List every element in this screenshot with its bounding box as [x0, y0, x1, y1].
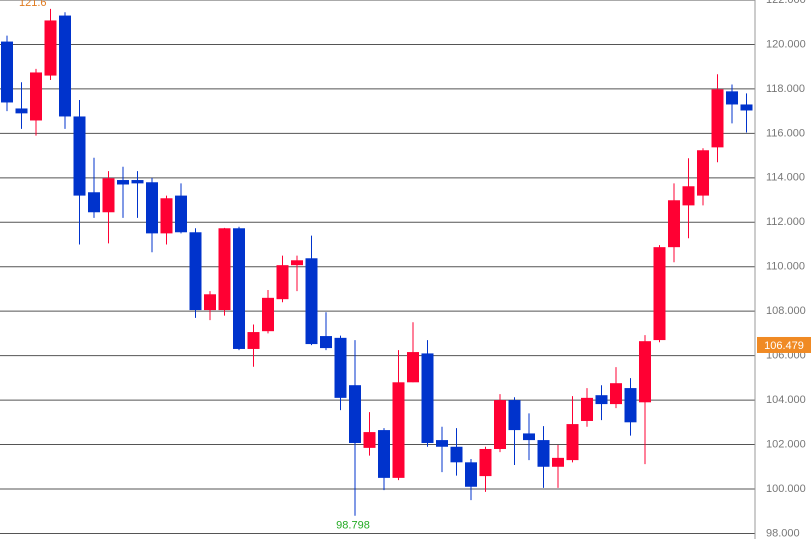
candle-body: [668, 200, 680, 248]
candle-body: [189, 232, 202, 311]
candle-body: [102, 178, 115, 213]
y-tick-label: 104.000: [766, 394, 806, 406]
candle-body: [407, 352, 419, 383]
candle-body: [653, 247, 666, 341]
candle-body: [131, 180, 144, 184]
candle-body: [421, 353, 434, 443]
candle-body: [349, 385, 361, 443]
y-tick-label: 98.000: [766, 527, 800, 539]
candle-body: [160, 198, 173, 234]
candle-body: [624, 388, 637, 423]
candle-body: [334, 337, 347, 398]
candle-body: [610, 383, 622, 405]
candle-body: [175, 195, 187, 233]
y-tick-label: 110.000: [766, 261, 805, 273]
candle-body: [639, 341, 651, 403]
y-tick-label: 118.000: [766, 83, 805, 95]
candle-body: [44, 20, 57, 76]
candle-body: [711, 89, 724, 148]
candle-body: [73, 116, 86, 196]
candle-body: [88, 192, 100, 213]
candle-body: [204, 294, 216, 311]
candle-body: [146, 182, 158, 234]
candle-body: [305, 258, 318, 345]
candle-body: [378, 430, 390, 478]
candle-body: [247, 332, 260, 349]
candle-body: [581, 397, 593, 421]
candle-body: [218, 228, 231, 311]
y-tick-label: 114.000: [766, 172, 805, 184]
candle-body: [450, 446, 463, 463]
candle-body: [233, 228, 245, 349]
high-annotation: 121.6: [19, 0, 47, 9]
candle-body: [740, 104, 753, 111]
y-tick-label: 102.000: [766, 438, 806, 450]
candle-body: [262, 297, 274, 332]
candle-body: [276, 265, 289, 300]
candle-body: [392, 382, 405, 478]
candle-body: [465, 462, 477, 487]
candle-body: [494, 400, 506, 449]
low-annotation: 98.798: [336, 520, 370, 532]
last-price-box: [757, 336, 811, 353]
candle-body: [1, 41, 13, 103]
candle-body: [523, 433, 535, 441]
candle-body: [566, 424, 579, 461]
y-tick-label: 100.000: [766, 483, 806, 495]
y-tick-label: 108.000: [766, 305, 806, 317]
last-price-label: 106.479: [764, 340, 804, 352]
candle-body: [59, 15, 71, 117]
candle-body: [726, 91, 738, 105]
candle-body: [15, 108, 28, 114]
candle-body: [697, 150, 709, 196]
candle-body: [363, 432, 376, 448]
candle-body: [117, 180, 129, 185]
candle-body: [552, 457, 564, 467]
candle-body: [595, 395, 608, 405]
candle-body: [479, 448, 492, 477]
candle-body: [682, 186, 695, 206]
candle-body: [320, 336, 332, 349]
candle-body: [30, 72, 42, 121]
candle-body: [436, 440, 448, 447]
y-tick-label: 122.000: [766, 0, 806, 6]
candle-body: [508, 400, 521, 431]
candle-body: [537, 440, 550, 467]
y-tick-label: 112.000: [766, 216, 805, 228]
candle-body: [291, 260, 303, 266]
y-tick-label: 120.000: [766, 38, 806, 50]
y-tick-label: 116.000: [766, 127, 805, 139]
